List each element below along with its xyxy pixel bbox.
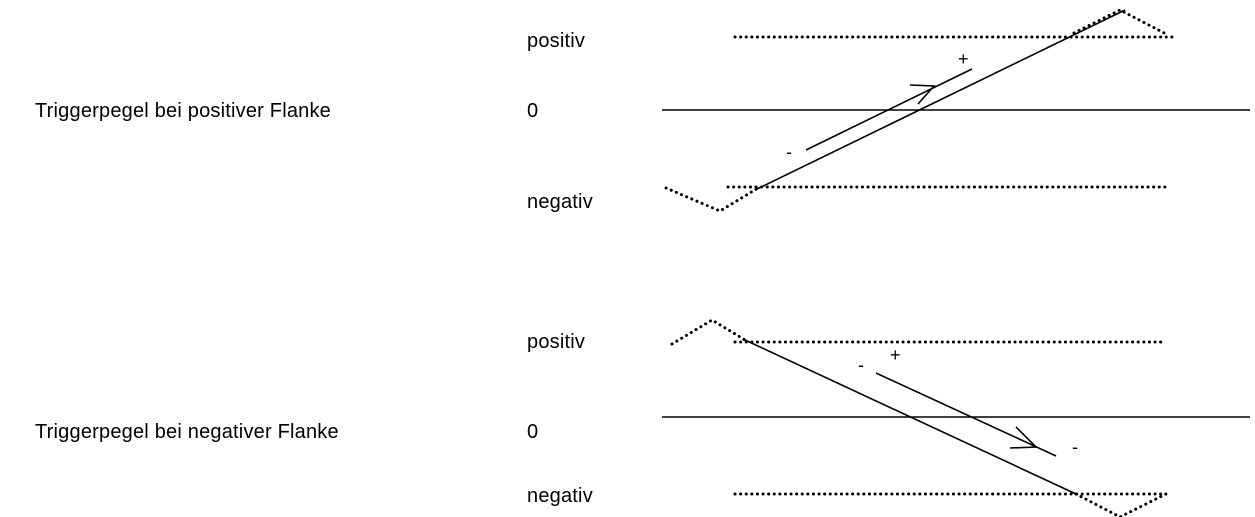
panel-1-graphics <box>662 8 1250 213</box>
panel-2-minus-sign-end: - <box>1072 437 1078 457</box>
panel-2-zero-level-label: 0 <box>527 421 539 443</box>
panel-2-direction-line <box>875 372 1057 457</box>
panel-1-negative-level-label: negativ <box>527 191 593 213</box>
panel-1-title: Triggerpegel bei positiver Flanke <box>35 100 332 122</box>
panel-2-graphics <box>662 318 1250 517</box>
panel-1-direction-line <box>805 68 973 151</box>
panel-2-signal-ramp <box>744 339 1077 495</box>
panel-1-signal-dotted-trough <box>664 186 760 213</box>
panel-1-minus-sign: - <box>786 142 792 162</box>
panel-1-arrowhead <box>909 84 936 105</box>
panel-1-zero-level-label: 0 <box>527 100 539 122</box>
panel-2-negative-level-label: negativ <box>527 485 593 507</box>
panel-2-positive-level-label: positiv <box>527 331 586 353</box>
panel-2-title: Triggerpegel bei negativer Flanke <box>35 421 339 443</box>
panel-2-arrowhead <box>1009 426 1038 449</box>
panel-2-plus-sign: + <box>890 345 901 365</box>
panel-1-signal-dotted-peak <box>1072 8 1170 37</box>
panel-1-positive-level-label: positiv <box>527 30 586 52</box>
panel-1-plus-sign: + <box>958 49 969 69</box>
panel-2-minus-sign-start: - <box>858 355 864 375</box>
panel-2-signal-dotted-peak <box>670 318 747 346</box>
panel-2-signal-dotted-trough <box>1074 492 1168 517</box>
panel-1-signal-ramp <box>754 9 1126 191</box>
